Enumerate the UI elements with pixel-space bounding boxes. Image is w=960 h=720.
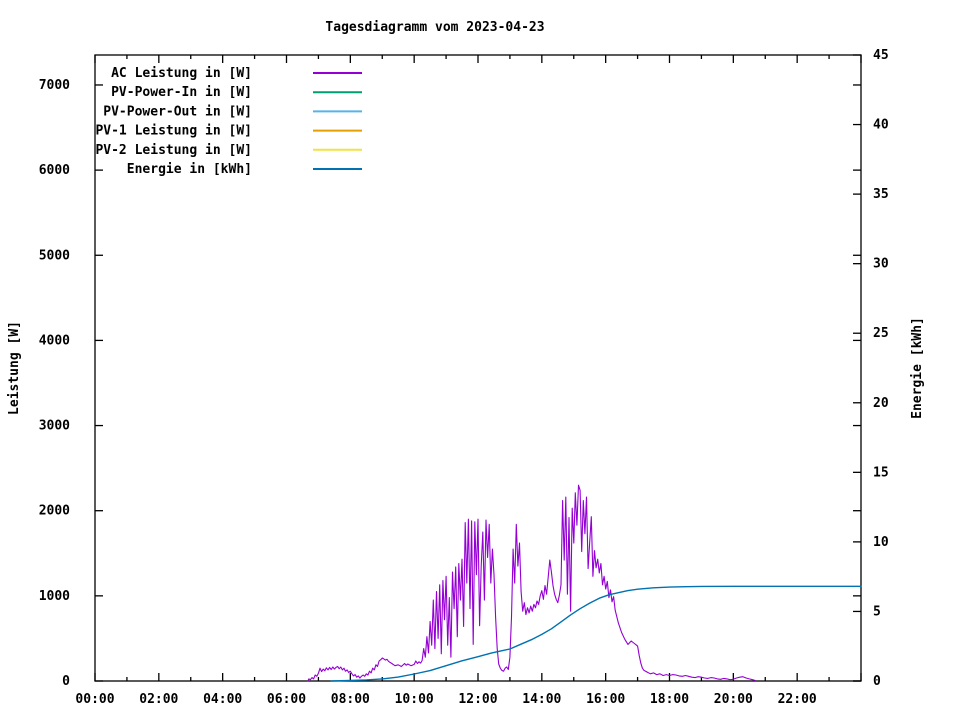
- x-tick-label: 10:00: [395, 692, 434, 707]
- legend-label: Energie in [kWh]: [127, 162, 252, 177]
- x-tick-label: 22:00: [778, 692, 817, 707]
- y-tick-label: 4000: [39, 333, 70, 348]
- chart-title: Tagesdiagramm vom 2023-04-23: [325, 20, 544, 35]
- legend-label: PV-1 Leistung in [W]: [95, 124, 252, 139]
- y2-tick-label: 10: [873, 535, 889, 550]
- y2-tick-label: 0: [873, 674, 881, 689]
- y-tick-label: 5000: [39, 248, 70, 263]
- y2-tick-label: 45: [873, 48, 889, 63]
- y-axis-label: Leistung [W]: [7, 321, 22, 415]
- legend-label: PV-Power-Out in [W]: [103, 104, 252, 119]
- y2-tick-label: 25: [873, 326, 889, 341]
- y2-tick-label: 20: [873, 396, 889, 411]
- x-tick-label: 02:00: [139, 692, 178, 707]
- y-tick-label: 1000: [39, 589, 70, 604]
- y2-axis-label: Energie [kWh]: [910, 317, 925, 419]
- x-tick-label: 18:00: [650, 692, 689, 707]
- x-tick-label: 14:00: [522, 692, 561, 707]
- series-energie-in-kwh-: [330, 585, 862, 682]
- x-tick-label: 16:00: [586, 692, 625, 707]
- legend-label: PV-2 Leistung in [W]: [95, 143, 252, 158]
- y2-tick-label: 5: [873, 604, 881, 619]
- x-tick-label: 06:00: [267, 692, 306, 707]
- legend-label: PV-Power-In in [W]: [111, 85, 252, 100]
- y2-tick-label: 30: [873, 257, 889, 272]
- x-tick-label: 20:00: [714, 692, 753, 707]
- series-ac-leistung-in-w-: [307, 484, 757, 682]
- x-tick-label: 00:00: [75, 692, 114, 707]
- y-tick-label: 3000: [39, 419, 70, 434]
- x-tick-label: 04:00: [203, 692, 242, 707]
- y2-tick-label: 40: [873, 118, 889, 133]
- x-tick-label: 08:00: [331, 692, 370, 707]
- y2-tick-label: 35: [873, 187, 889, 202]
- y2-tick-label: 15: [873, 465, 889, 480]
- y-tick-label: 6000: [39, 163, 70, 178]
- x-tick-label: 12:00: [458, 692, 497, 707]
- plot-area: 00:00 02:00 04:00 06:00 08:00 10:00 12:00 14:00…: [39, 48, 889, 707]
- y-tick-label: 2000: [39, 504, 70, 519]
- y-tick-label: 7000: [39, 78, 70, 93]
- legend-label: AC Leistung in [W]: [111, 66, 252, 81]
- y-tick-label: 0: [62, 674, 70, 689]
